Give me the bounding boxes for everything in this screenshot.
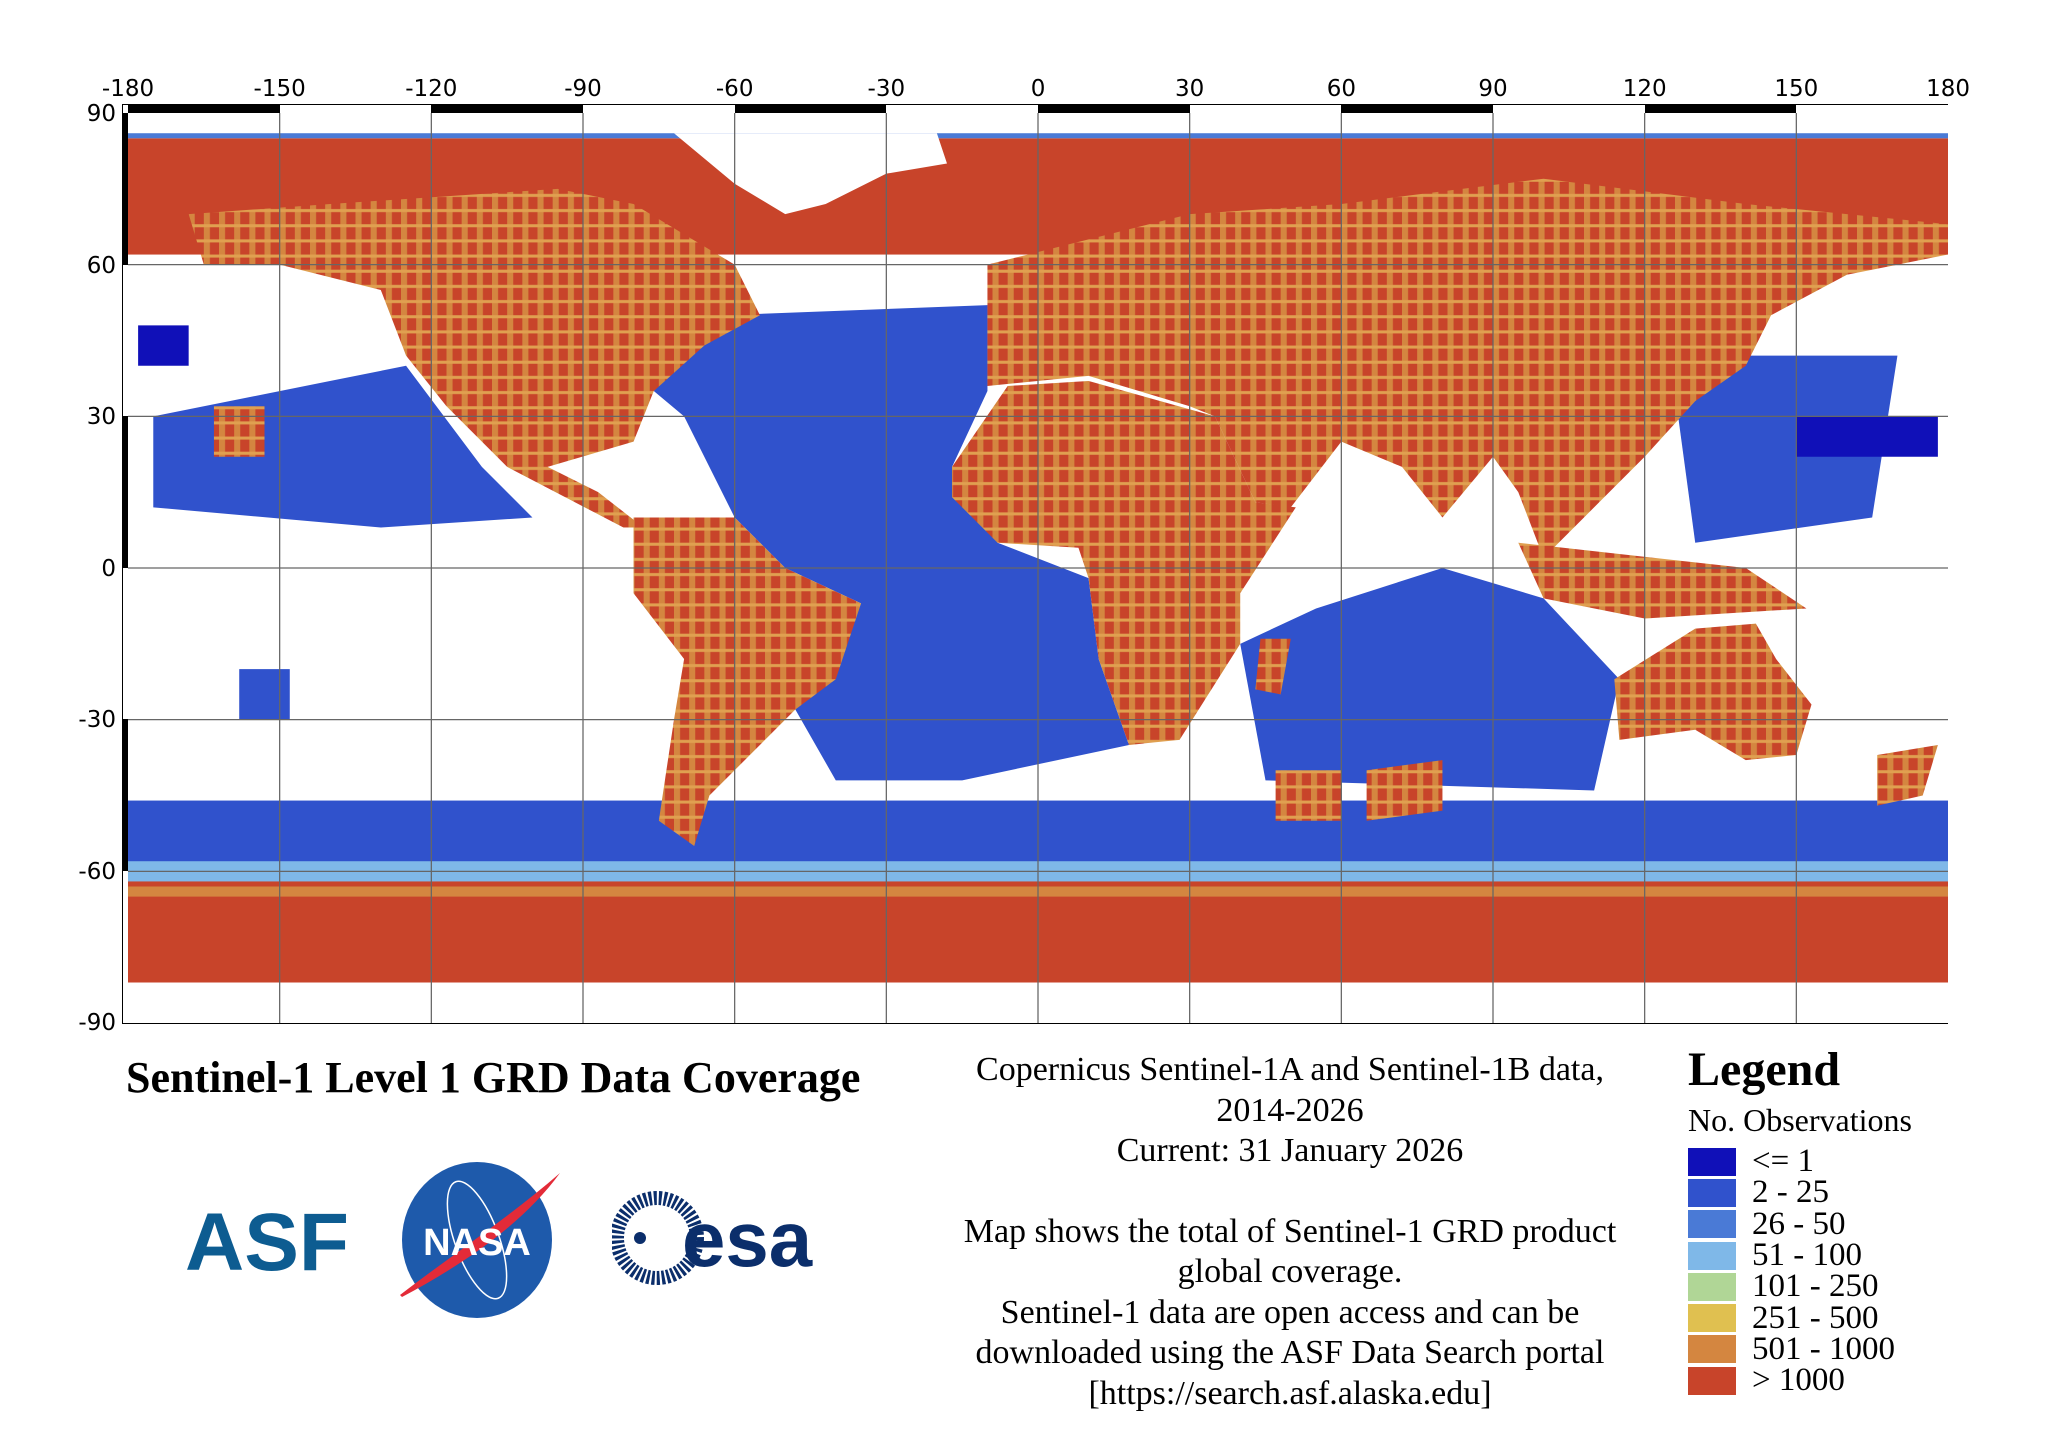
legend-label: <= 1 <box>1752 1143 1814 1180</box>
legend-swatch <box>1688 1241 1736 1270</box>
legend-swatch <box>1688 1178 1736 1207</box>
asf-logo: ASF <box>185 1197 349 1285</box>
x-tick-label: 150 <box>1774 76 1819 102</box>
axis-scale-bar <box>1341 105 1494 113</box>
eurasia-coverage <box>987 178 1948 558</box>
legend-swatch <box>1688 1210 1736 1239</box>
axis-scale-bar <box>279 105 432 113</box>
x-tick-label: -30 <box>867 76 906 102</box>
portal-url: [https://search.asf.alaska.edu] <box>1088 1374 1492 1412</box>
x-tick-label: 180 <box>1926 76 1970 102</box>
legend-item: 2 - 25 <box>1688 1174 1912 1211</box>
graticule <box>128 113 1948 1023</box>
y-tick-label: -90 <box>78 1010 116 1036</box>
x-tick-label: -180 <box>101 76 155 102</box>
legend-item: 501 - 1000 <box>1688 1330 1912 1367</box>
australia-coverage <box>1614 623 1812 761</box>
x-tick-label: 0 <box>1030 76 1046 102</box>
svg-text:NASA: NASA <box>423 1222 531 1264</box>
x-tick-label: 30 <box>1175 76 1205 102</box>
svg-text:ASF: ASF <box>185 1197 349 1285</box>
indonesia-coverage <box>1518 542 1807 619</box>
x-tick-label: 60 <box>1326 76 1356 102</box>
legend-item: 251 - 500 <box>1688 1299 1912 1336</box>
coverage-map <box>128 113 1948 1023</box>
y-tick-label: 30 <box>86 404 116 430</box>
axis-scale-bar <box>123 870 128 1022</box>
legend-swatch <box>1688 1366 1736 1395</box>
x-tick-label: -150 <box>253 76 306 102</box>
legend-item: 101 - 250 <box>1688 1268 1912 1305</box>
legend-swatch <box>1688 1272 1736 1301</box>
legend-label: 501 - 1000 <box>1752 1330 1895 1367</box>
axis-scale-bar <box>123 264 128 416</box>
axis-scale-bar <box>583 105 735 113</box>
y-tick-label: 60 <box>86 252 116 279</box>
south-america-coverage <box>633 517 862 847</box>
svg-text:esa: esa <box>682 1195 813 1283</box>
legend-item: > 1000 <box>1688 1362 1912 1399</box>
x-tick-label: -90 <box>564 76 602 102</box>
access-text: downloaded using the ASF Data Search por… <box>975 1334 1605 1371</box>
legend-label: > 1000 <box>1752 1362 1845 1399</box>
map-description: Copernicus Sentinel-1A and Sentinel-1B d… <box>930 1050 1650 1414</box>
legend-swatch <box>1688 1304 1736 1333</box>
axis-scale-bar <box>128 105 280 113</box>
axis-scale-bar <box>1189 105 1342 113</box>
y-tick-label: -60 <box>78 858 116 885</box>
legend-label: 2 - 25 <box>1752 1174 1829 1211</box>
axis-scale-bar <box>1644 105 1797 113</box>
axis-scale-bar <box>431 105 583 113</box>
access-text: Sentinel-1 data are open access and can … <box>1000 1293 1580 1331</box>
esa-logo: esa <box>612 1191 813 1285</box>
y-tick-label: -30 <box>78 707 116 733</box>
x-tick-label: -120 <box>405 76 458 102</box>
x-tick-label: -60 <box>715 76 754 102</box>
description-text: global coverage. <box>1177 1253 1403 1290</box>
y-tick-label: 90 <box>86 101 116 127</box>
legend-item: 51 - 100 <box>1688 1237 1912 1274</box>
axis-scale-bar <box>1038 105 1190 113</box>
axis-scale-bar <box>734 105 887 113</box>
west-pacific-coverage <box>1669 355 1898 543</box>
axis-scale-bar <box>123 719 128 871</box>
x-tick-label: 120 <box>1622 76 1667 102</box>
legend-item: 26 - 50 <box>1688 1205 1912 1242</box>
legend-label: 26 - 50 <box>1752 1205 1846 1242</box>
legend-subtitle: No. Observations <box>1688 1102 1912 1138</box>
legend-label: 101 - 250 <box>1752 1268 1879 1305</box>
legend-swatch <box>1688 1147 1736 1176</box>
legend-label: 251 - 500 <box>1752 1299 1879 1336</box>
date-range-text: 2014-2026 <box>1216 1091 1364 1129</box>
indian-ocean-coverage <box>1240 568 1620 791</box>
atlantic-coverage <box>653 305 1129 781</box>
description-text: Map shows the total of Sentinel-1 GRD pr… <box>963 1212 1617 1250</box>
x-tick-label: 90 <box>1478 76 1508 102</box>
axis-scale-bar <box>123 567 128 719</box>
north-america-coverage <box>188 188 760 528</box>
nasa-logo: NASA <box>400 1162 560 1318</box>
axis-scale-bar <box>886 105 1038 113</box>
y-tick-label: 0 <box>101 555 116 582</box>
legend-title: Legend <box>1688 1043 1841 1096</box>
legend-item: <= 1 <box>1688 1143 1912 1180</box>
axis-scale-bar <box>1493 105 1645 113</box>
greenland <box>674 133 947 215</box>
data-source-text: Copernicus Sentinel-1A and Sentinel-1B d… <box>976 1051 1604 1088</box>
current-date-text: Current: 31 January 2026 <box>1116 1132 1464 1169</box>
axis-scale-bar <box>123 416 128 568</box>
axis-scale-bar <box>123 113 128 265</box>
legend-swatch <box>1688 1335 1736 1364</box>
legend-label: 51 - 100 <box>1752 1237 1862 1274</box>
axis-scale-bar <box>1796 105 1949 113</box>
map-title: Sentinel-1 Level 1 GRD Data Coverage <box>126 1053 861 1102</box>
